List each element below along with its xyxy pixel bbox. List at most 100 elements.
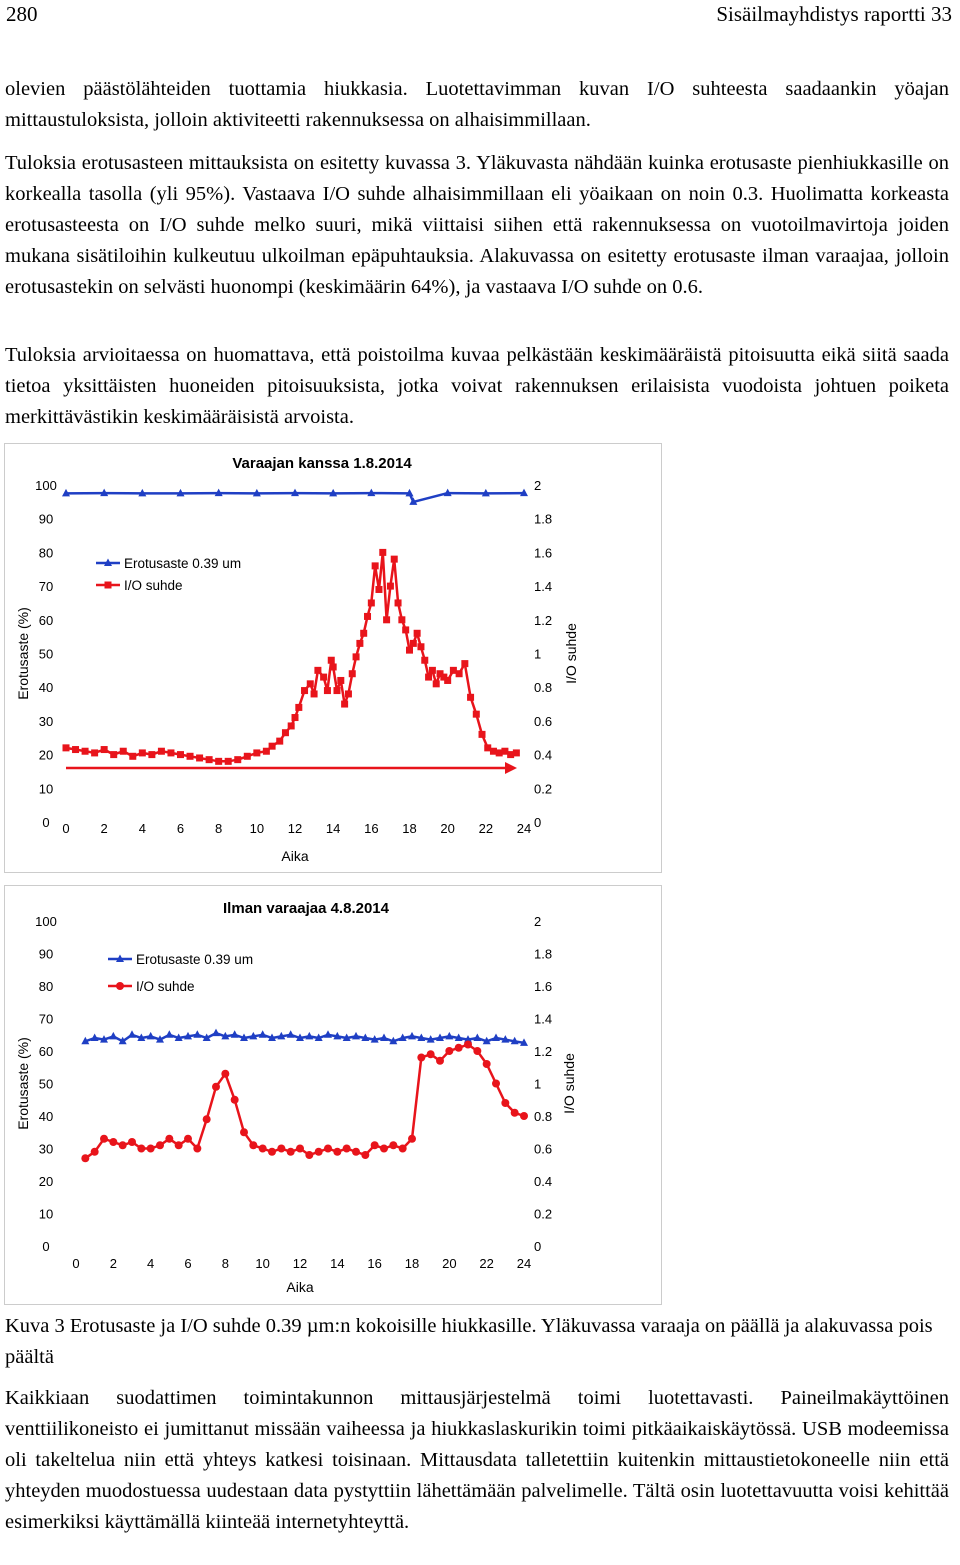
data-point	[314, 1033, 323, 1041]
data-point	[258, 1144, 267, 1153]
data-point	[100, 1035, 108, 1043]
data-point	[202, 1115, 211, 1124]
data-point	[426, 1035, 435, 1043]
x-tick-label: 16	[364, 821, 378, 836]
data-point	[174, 1141, 183, 1150]
chart-title: Varaajan kanssa 1.8.2014	[232, 455, 412, 472]
data-point	[333, 1031, 342, 1040]
data-point	[444, 676, 452, 684]
data-point	[472, 710, 480, 718]
data-point	[287, 722, 295, 730]
data-point	[449, 666, 457, 674]
x-tick-label: 22	[479, 821, 493, 836]
data-point	[323, 687, 331, 695]
y2-tick-label: 0.6	[534, 1142, 552, 1157]
chart-title: Ilman varaajaa 4.8.2014	[223, 900, 390, 917]
data-point	[501, 1035, 510, 1043]
data-point	[409, 497, 418, 505]
data-point	[520, 488, 528, 497]
data-point	[306, 680, 314, 688]
data-point	[337, 676, 345, 684]
y2-tick-label: 1.2	[534, 1044, 552, 1059]
x-tick-label: 4	[147, 1256, 154, 1271]
data-point	[291, 488, 299, 497]
data-point	[383, 616, 391, 624]
y2-tick-label: 0.4	[534, 1174, 552, 1189]
y2-tick-label: 2	[534, 914, 541, 929]
data-point	[386, 582, 394, 590]
data-point	[510, 1108, 519, 1117]
data-point	[443, 488, 452, 497]
data-point	[146, 1031, 155, 1040]
data-point	[495, 749, 503, 757]
y2-tick-label: 1.6	[534, 979, 552, 994]
data-point	[81, 1154, 90, 1163]
y2-tick-label: 1.4	[534, 579, 552, 594]
data-point	[262, 747, 270, 755]
data-point	[234, 756, 242, 764]
data-point	[370, 1035, 379, 1043]
legend-marker	[104, 558, 112, 566]
data-point	[224, 757, 232, 765]
data-point	[286, 1030, 295, 1038]
legend-label: I/O suhde	[136, 979, 195, 994]
data-point	[196, 754, 204, 762]
legend-marker	[116, 954, 124, 962]
y-tick-label: 70	[39, 1012, 53, 1027]
y-tick-label: 20	[39, 748, 53, 763]
data-point	[118, 1141, 127, 1150]
data-point	[370, 1141, 379, 1150]
data-point	[184, 1134, 192, 1143]
data-point	[333, 687, 341, 695]
data-point	[352, 653, 360, 661]
data-point	[375, 585, 383, 593]
data-point	[81, 1036, 90, 1045]
data-point	[440, 673, 448, 681]
data-point	[426, 1050, 435, 1059]
y2-axis-label: I/O suhde	[563, 623, 579, 684]
data-point	[176, 488, 185, 497]
data-point	[301, 687, 309, 695]
data-point	[240, 1033, 248, 1041]
data-point	[379, 548, 387, 556]
x-tick-label: 6	[177, 821, 184, 836]
x-tick-label: 0	[62, 821, 69, 836]
data-point	[128, 1030, 136, 1038]
x-tick-label: 8	[215, 821, 222, 836]
data-point	[119, 747, 127, 755]
data-point	[380, 1144, 388, 1153]
data-point	[436, 670, 444, 678]
y2-tick-label: 0.2	[534, 1207, 552, 1222]
y2-tick-label: 1	[534, 1077, 541, 1092]
x-tick-label: 8	[222, 1256, 229, 1271]
data-point	[352, 1147, 360, 1156]
x-tick-label: 0	[72, 1256, 79, 1271]
data-point	[361, 1151, 370, 1159]
data-point	[214, 488, 223, 497]
x-axis-label: Aika	[281, 848, 308, 864]
y2-tick-label: 1	[534, 647, 541, 662]
x-axis-label: Aika	[286, 1279, 313, 1295]
data-point	[243, 752, 251, 760]
data-point	[268, 742, 276, 750]
data-point	[205, 756, 213, 764]
legend-marker	[104, 581, 112, 589]
data-point	[118, 1036, 127, 1045]
data-point	[428, 666, 436, 674]
data-point	[464, 1040, 472, 1049]
y2-tick-label: 0.4	[534, 748, 552, 763]
y-tick-label: 40	[39, 680, 53, 695]
x-tick-label: 24	[517, 1256, 531, 1271]
data-point	[473, 1033, 482, 1041]
data-point	[445, 1031, 454, 1040]
data-point	[253, 749, 261, 757]
data-point	[360, 629, 368, 637]
data-point	[193, 1144, 202, 1153]
data-point	[329, 663, 337, 671]
data-point	[221, 1069, 230, 1078]
data-point	[398, 1033, 407, 1041]
page-number: 280	[6, 2, 38, 26]
data-point	[240, 1128, 248, 1137]
data-point	[81, 747, 89, 755]
data-point	[165, 1030, 174, 1038]
